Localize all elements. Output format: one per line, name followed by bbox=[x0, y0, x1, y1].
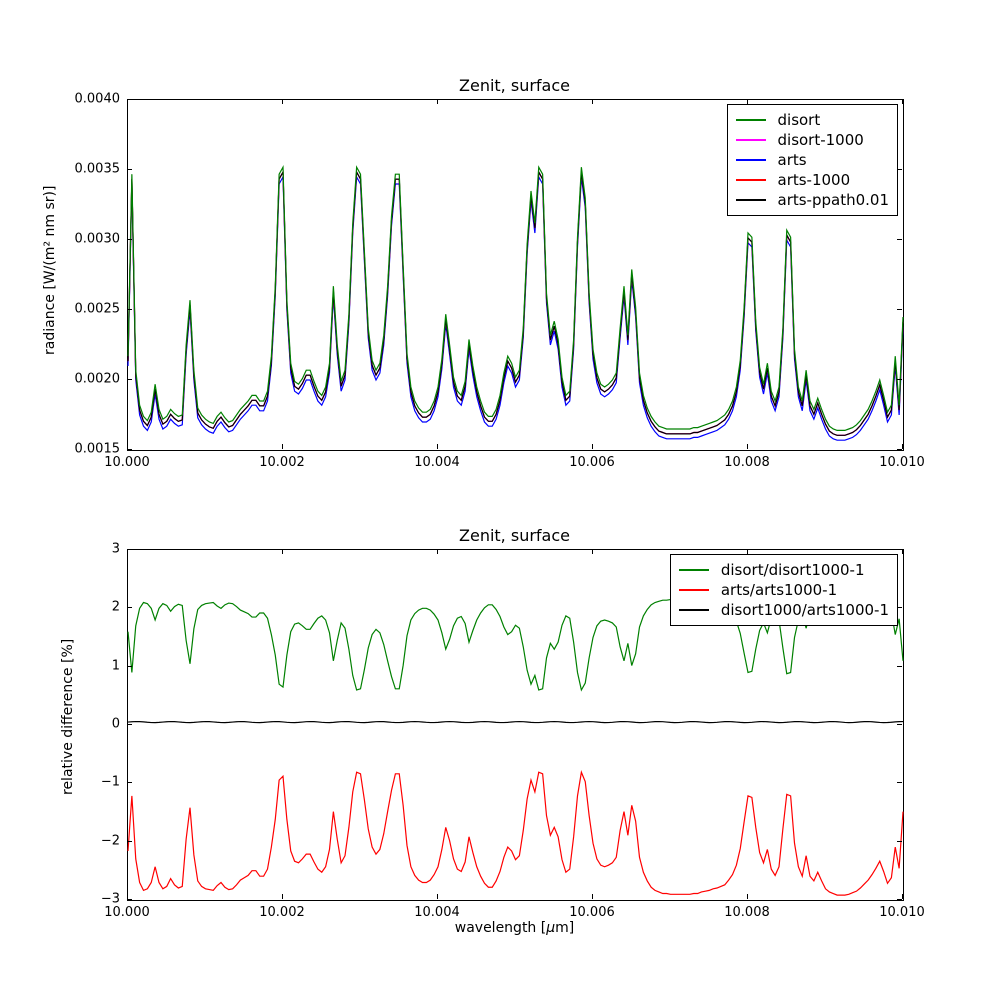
legend-line bbox=[679, 569, 709, 571]
ytick-label: −2 bbox=[65, 833, 120, 848]
top-plot-ylabel: radiance [W/(m² nm sr)] bbox=[42, 186, 58, 355]
ytick-label: 0.0025 bbox=[65, 302, 120, 317]
figure: Zenit, surface radiance [W/(m² nm sr)] 0… bbox=[0, 0, 1000, 1000]
legend-item: disort1000/arts1000-1 bbox=[679, 601, 889, 619]
xtick-label: 10.010 bbox=[879, 455, 925, 470]
series-disort1000/arts1000-1 bbox=[128, 722, 903, 723]
ytick-label: 0.0040 bbox=[65, 92, 120, 107]
series-arts/arts1000-1 bbox=[128, 772, 903, 895]
legend-item: arts-ppath0.01 bbox=[736, 191, 890, 209]
top-plot-legend: disort disort-1000 arts arts-1000 arts-ppath… bbox=[727, 104, 899, 216]
legend-line bbox=[736, 159, 766, 161]
xtick-label: 10.006 bbox=[569, 455, 615, 470]
legend-line bbox=[679, 589, 709, 591]
legend-label: disort/disort1000-1 bbox=[721, 561, 865, 579]
legend-line bbox=[736, 179, 766, 181]
ytick-label: 2 bbox=[65, 600, 120, 615]
ytick-label: 0 bbox=[65, 717, 120, 732]
xtick-label: 10.008 bbox=[724, 455, 770, 470]
legend-item: arts bbox=[736, 151, 890, 169]
xtick-label: 10.002 bbox=[259, 905, 305, 920]
series-arts bbox=[128, 177, 903, 440]
ytick-label: 1 bbox=[65, 658, 120, 673]
legend-label: disort1000/arts1000-1 bbox=[721, 601, 889, 619]
legend-label: disort-1000 bbox=[778, 131, 864, 149]
ytick-label: 3 bbox=[65, 542, 120, 557]
legend-line bbox=[736, 199, 766, 201]
xtick-label: 10.002 bbox=[259, 455, 305, 470]
legend-item: disort-1000 bbox=[736, 131, 890, 149]
legend-label: arts/arts1000-1 bbox=[721, 581, 837, 599]
legend-item: arts-1000 bbox=[736, 171, 890, 189]
legend-item: disort/disort1000-1 bbox=[679, 561, 889, 579]
legend-label: arts bbox=[778, 151, 807, 169]
legend-item: disort bbox=[736, 111, 890, 129]
xtick-label: 10.006 bbox=[569, 905, 615, 920]
ytick-label: 0.0030 bbox=[65, 232, 120, 247]
xtick-label: 10.004 bbox=[414, 905, 460, 920]
ytick-label: 0.0035 bbox=[65, 162, 120, 177]
xtick-label: 10.004 bbox=[414, 455, 460, 470]
xtick-label: 10.000 bbox=[104, 905, 150, 920]
bottom-plot-legend: disort/disort1000-1 arts/arts1000-1 disort… bbox=[670, 554, 898, 626]
legend-line bbox=[736, 139, 766, 141]
xtick-label: 10.000 bbox=[104, 455, 150, 470]
xlabel-text: wavelength [μm] bbox=[455, 920, 575, 936]
xtick-label: 10.008 bbox=[724, 905, 770, 920]
top-plot-title: Zenit, surface bbox=[127, 76, 902, 95]
legend-label: arts-1000 bbox=[778, 171, 851, 189]
legend-label: disort bbox=[778, 111, 821, 129]
xtick-label: 10.010 bbox=[879, 905, 925, 920]
bottom-plot-xlabel: wavelength [μm] bbox=[127, 920, 902, 936]
legend-item: arts/arts1000-1 bbox=[679, 581, 889, 599]
ytick-label: −1 bbox=[65, 775, 120, 790]
legend-line bbox=[679, 609, 709, 611]
legend-label: arts-ppath0.01 bbox=[778, 191, 890, 209]
bottom-plot-title: Zenit, surface bbox=[127, 526, 902, 545]
ytick-label: 0.0020 bbox=[65, 372, 120, 387]
legend-line bbox=[736, 119, 766, 121]
